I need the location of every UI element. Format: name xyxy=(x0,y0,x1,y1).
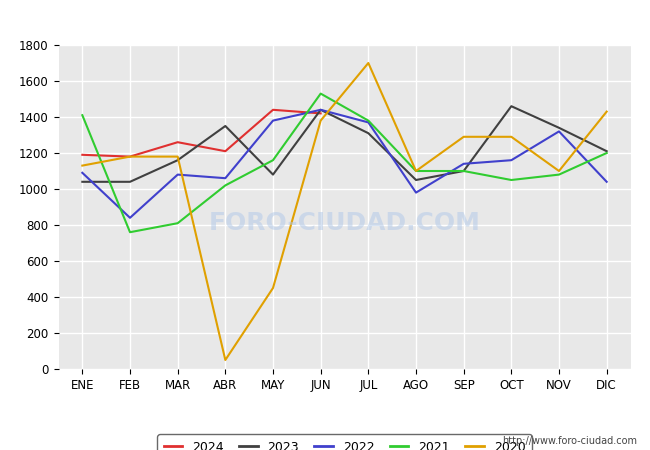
Text: http://www.foro-ciudad.com: http://www.foro-ciudad.com xyxy=(502,436,637,446)
Text: FORO-CIUDAD.COM: FORO-CIUDAD.COM xyxy=(209,211,480,235)
Legend: 2024, 2023, 2022, 2021, 2020: 2024, 2023, 2022, 2021, 2020 xyxy=(157,434,532,450)
Text: Matriculaciones de Vehiculos en Málaga: Matriculaciones de Vehiculos en Málaga xyxy=(145,6,505,25)
